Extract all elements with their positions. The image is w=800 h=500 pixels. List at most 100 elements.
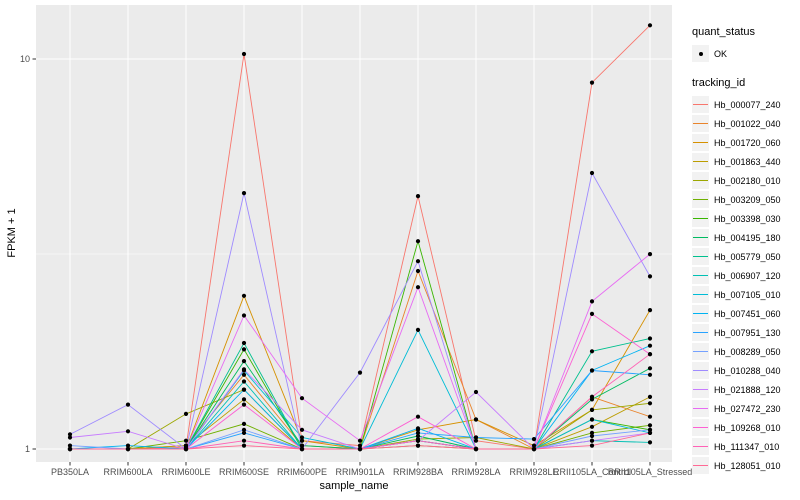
data-point (125, 402, 131, 407)
data-point (589, 170, 595, 176)
legend-item-ok: OK (692, 44, 798, 63)
line-swatch-icon (692, 400, 709, 417)
data-point (241, 430, 247, 435)
line-swatch-icon (692, 343, 709, 360)
line-swatch-icon (692, 115, 709, 132)
data-point (589, 430, 595, 435)
data-point (67, 446, 73, 452)
data-point (589, 443, 595, 448)
y-tick-label: 1 (25, 444, 30, 454)
legend-title-quant-status: quant_status (692, 26, 755, 38)
line-swatch-icon (692, 267, 709, 284)
legend-item-label: Hb_007451_060 (714, 308, 781, 319)
data-point (647, 430, 653, 435)
legend-item-label: Hb_021888_120 (714, 384, 781, 395)
data-point (415, 430, 421, 435)
legend-title-tracking-id: tracking_id (692, 77, 746, 89)
data-point (415, 239, 421, 244)
legend-item-Hb_001720_060: Hb_001720_060 (692, 133, 798, 152)
data-point (67, 443, 73, 448)
data-point (357, 438, 363, 443)
data-point (67, 432, 73, 437)
data-point (241, 359, 247, 364)
legend-item-Hb_004195_180: Hb_004195_180 (692, 228, 798, 247)
line-swatch-icon (692, 153, 709, 170)
data-point (473, 417, 479, 422)
data-point (473, 446, 479, 452)
data-point (125, 429, 131, 434)
data-point (589, 433, 595, 439)
legend-item-label: Hb_004195_180 (714, 232, 781, 243)
line-swatch-icon (692, 362, 709, 379)
data-point (415, 327, 421, 332)
data-point (241, 402, 247, 407)
data-point (647, 252, 653, 257)
data-point (299, 438, 305, 443)
data-point (531, 437, 537, 442)
point-swatch-icon (692, 45, 709, 62)
legend-item-Hb_000077_240: Hb_000077_240 (692, 95, 798, 114)
legend-item-label: Hb_008289_050 (714, 346, 781, 357)
data-point (415, 194, 421, 199)
line-swatch-icon (692, 305, 709, 322)
x-tick-label: RRIM928LA (451, 467, 500, 477)
legend-item-Hb_001863_440: Hb_001863_440 (692, 152, 798, 171)
data-point (589, 394, 595, 399)
data-point (241, 340, 247, 346)
data-point (647, 401, 653, 406)
x-tick-label: PB350LA (51, 467, 89, 477)
data-point (647, 336, 653, 341)
data-point (183, 411, 189, 416)
data-point (67, 435, 73, 440)
data-point (241, 191, 247, 196)
x-tick-label: RRIM600LA (103, 467, 152, 477)
data-point (241, 427, 247, 432)
data-point (241, 347, 247, 352)
legend-item-label: OK (714, 48, 728, 59)
legend-item-Hb_003209_050: Hb_003209_050 (692, 190, 798, 209)
x-tick-label: RRIM600LE (161, 467, 210, 477)
legend-item-label: Hb_003398_030 (714, 213, 781, 224)
legend-item-label: Hb_128051_010 (714, 460, 781, 471)
legend-item-label: Hb_007105_010 (714, 289, 781, 300)
data-point (183, 443, 189, 448)
legend-item-Hb_007451_060: Hb_007451_060 (692, 304, 798, 323)
data-point (647, 372, 653, 377)
legend-item-label: Hb_001863_440 (714, 156, 781, 167)
data-point (241, 313, 247, 318)
line-swatch-icon (692, 191, 709, 208)
legend-item-label: Hb_109268_010 (714, 422, 781, 433)
data-point (415, 268, 421, 274)
data-point (415, 414, 421, 419)
data-point (357, 370, 363, 375)
legend-item-Hb_006907_120: Hb_006907_120 (692, 266, 798, 285)
line-swatch-icon (692, 134, 709, 151)
data-point (241, 379, 247, 384)
x-tick-label: RRII105LA_Control (553, 467, 631, 477)
data-point (241, 372, 247, 377)
legend-item-Hb_111347_010: Hb_111347_010 (692, 437, 798, 456)
legend-item-Hb_128051_010: Hb_128051_010 (692, 456, 798, 475)
legend-item-Hb_010288_040: Hb_010288_040 (692, 361, 798, 380)
line-swatch-icon (692, 419, 709, 436)
data-point (589, 424, 595, 429)
data-point (647, 440, 653, 445)
data-point (241, 397, 247, 402)
legend-item-Hb_001022_040: Hb_001022_040 (692, 114, 798, 133)
data-point (241, 421, 247, 426)
data-point (299, 427, 305, 432)
legend-item-Hb_109268_010: Hb_109268_010 (692, 418, 798, 437)
data-point (357, 443, 363, 448)
legend-item-Hb_002180_010: Hb_002180_010 (692, 171, 798, 190)
legend-item-Hb_021888_120: Hb_021888_120 (692, 380, 798, 399)
data-point (647, 427, 653, 432)
legend-item-Hb_007105_010: Hb_007105_010 (692, 285, 798, 304)
data-point (299, 435, 305, 440)
data-point (589, 311, 595, 316)
line-swatch-icon (692, 324, 709, 341)
data-point (647, 352, 653, 357)
line-swatch-icon (692, 248, 709, 265)
data-point (473, 438, 479, 443)
line-swatch-icon (692, 229, 709, 246)
